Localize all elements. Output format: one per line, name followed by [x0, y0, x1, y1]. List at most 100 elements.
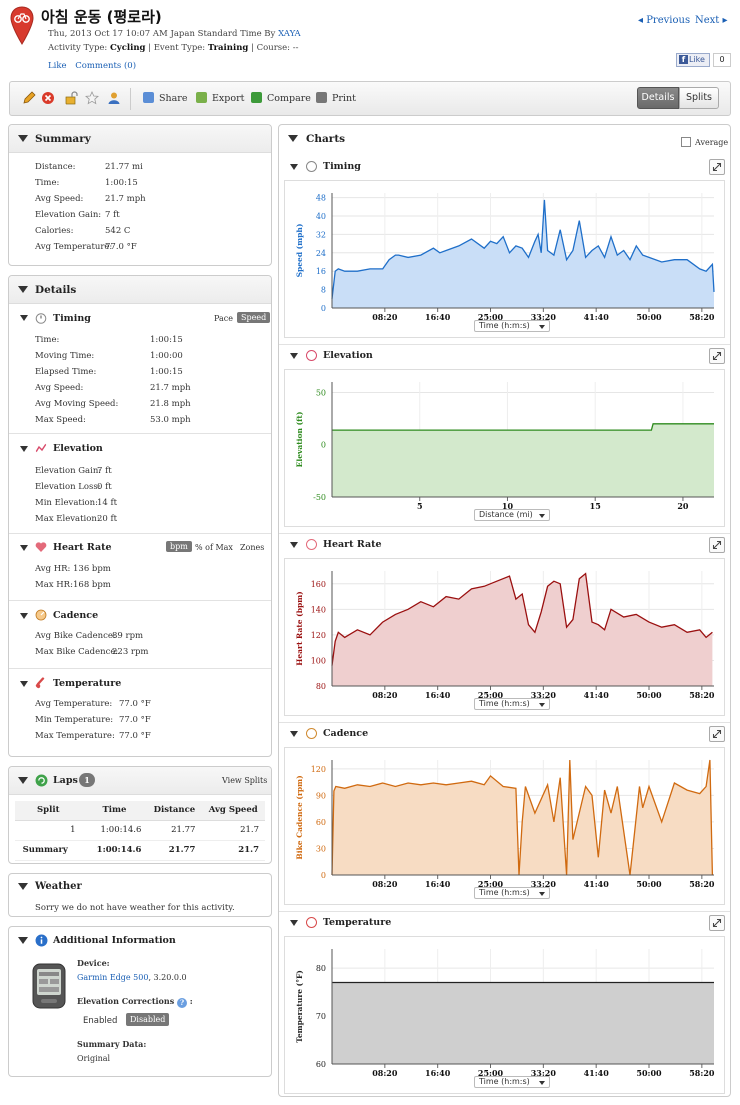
collapse-triangle-icon[interactable]	[20, 446, 28, 452]
speed-toggle[interactable]: Speed	[237, 312, 271, 323]
x-axis-select[interactable]: Time (h:m:s)	[474, 698, 550, 710]
pace-toggle[interactable]: Pace	[214, 314, 234, 323]
share-button[interactable]: Share	[143, 92, 187, 104]
enabled-option[interactable]: Enabled	[83, 1016, 118, 1026]
collapse-triangle-icon[interactable]	[290, 731, 298, 737]
x-axis-select[interactable]: Time (h:m:s)	[474, 320, 550, 332]
next-link[interactable]: Next ▸	[695, 15, 728, 26]
stat-label: Avg Temperature:	[35, 242, 113, 252]
collapse-triangle-icon[interactable]	[18, 286, 28, 293]
laps-header[interactable]: Laps 1 View Splits	[9, 767, 271, 795]
y-tick-label: 80	[316, 964, 326, 973]
compare-button[interactable]: Compare	[251, 92, 311, 104]
stat-label: Max Elevation:	[35, 514, 100, 524]
collapse-triangle-icon[interactable]	[18, 777, 28, 784]
x-tick-label: 50:00	[636, 312, 662, 322]
charts-header[interactable]: Charts Average	[279, 125, 730, 153]
collapse-triangle-icon[interactable]	[18, 883, 28, 890]
user-link[interactable]: XAYA	[278, 29, 301, 39]
series-line[interactable]	[331, 572, 713, 666]
expand-icon[interactable]	[709, 159, 725, 175]
collapse-triangle-icon[interactable]	[18, 135, 28, 142]
table-cell: Summary	[15, 840, 82, 861]
laps-column-header[interactable]: Avg Speed	[201, 801, 265, 821]
collapse-triangle-icon[interactable]	[290, 164, 298, 170]
x-tick-label: 58:20	[689, 1068, 715, 1078]
favorite-star-icon[interactable]	[85, 91, 99, 105]
x-axis-select[interactable]: Time (h:m:s)	[474, 887, 550, 899]
chart-area[interactable]: 0 30 60 90 120 08:20 16:40 25:00 33:20 41:40 50:00…	[284, 747, 725, 905]
summary-header[interactable]: Summary	[9, 125, 271, 153]
elevation-title: Elevation	[53, 443, 103, 454]
collapse-triangle-icon[interactable]	[20, 613, 28, 619]
help-icon[interactable]: ?	[177, 998, 188, 1008]
collapse-triangle-icon[interactable]	[288, 135, 298, 142]
privacy-lock-icon[interactable]	[65, 91, 79, 105]
activity-title[interactable]: 아침 운동 (평로라)	[41, 8, 162, 26]
collapse-triangle-icon[interactable]	[290, 920, 298, 926]
x-tick-label: 50:00	[636, 1068, 662, 1078]
series-line[interactable]	[332, 423, 714, 431]
edit-pencil-icon[interactable]	[22, 91, 36, 105]
chart-area[interactable]: 60 70 80 08:20 16:40 25:00 33:20 41:40 50:00 58:2…	[284, 936, 725, 1094]
expand-icon[interactable]	[709, 726, 725, 742]
user-badge-icon[interactable]	[107, 91, 121, 105]
stat-label: Min Elevation:	[35, 498, 99, 508]
x-tick-label: 33:20	[531, 312, 557, 322]
expand-icon[interactable]	[709, 348, 725, 364]
laps-column-header[interactable]: Distance	[147, 801, 202, 821]
stat-label: Elapsed Time:	[35, 367, 97, 377]
chart-section-title: Elevation	[323, 350, 373, 361]
comments-link[interactable]: Comments (0)	[75, 61, 137, 71]
elevation-icon	[35, 443, 47, 453]
expand-icon[interactable]	[709, 537, 725, 553]
collapse-triangle-icon[interactable]	[290, 542, 298, 548]
collapse-triangle-icon[interactable]	[20, 545, 28, 551]
chart-area[interactable]: 80 100 120 140 160 08:20 16:40 25:00 33:20 41:40 5…	[284, 558, 725, 716]
bpm-toggle[interactable]: bpm	[166, 541, 192, 552]
previous-link[interactable]: ◂ Previous	[638, 15, 690, 26]
stat-value: 1:00:00	[150, 351, 183, 361]
weather-header[interactable]: Weather	[9, 874, 271, 898]
splits-tab[interactable]: Splits	[679, 87, 719, 109]
average-checkbox[interactable]	[681, 137, 691, 147]
stat-value: 53.0 mph	[150, 415, 191, 425]
activity-type-value[interactable]: Cycling	[109, 43, 146, 53]
chart-area[interactable]: 0 8 16 24 32 40 48 08:20 16:40 25:00 33:20 41:40 50:…	[284, 180, 725, 338]
stopwatch-icon	[306, 161, 317, 172]
export-button[interactable]: Export	[196, 92, 244, 104]
percent-max-toggle[interactable]: % of Max	[195, 543, 233, 552]
series-line[interactable]	[331, 759, 714, 876]
collapse-triangle-icon[interactable]	[20, 315, 28, 321]
y-tick-label: 30	[316, 844, 326, 853]
delete-icon[interactable]	[41, 91, 55, 105]
stat-label: Moving Time:	[35, 351, 95, 361]
laps-column-header[interactable]: Split	[15, 801, 82, 821]
details-header[interactable]: Details	[9, 276, 271, 304]
print-button[interactable]: Print	[316, 92, 356, 104]
expand-icon[interactable]	[709, 915, 725, 931]
laps-column-header[interactable]: Time	[81, 801, 148, 821]
collapse-triangle-icon[interactable]	[18, 937, 28, 944]
like-link[interactable]: Like	[48, 61, 67, 71]
zones-toggle[interactable]: Zones	[240, 543, 265, 552]
series-area	[332, 199, 714, 308]
event-type-value[interactable]: Training	[207, 43, 249, 53]
stopwatch-icon	[35, 313, 47, 324]
y-tick-label: -50	[313, 493, 326, 502]
collapse-triangle-icon[interactable]	[20, 681, 28, 687]
facebook-like-button[interactable]: f Like	[676, 53, 710, 67]
series-line[interactable]	[331, 199, 715, 299]
x-tick-label: 08:20	[372, 312, 398, 322]
view-splits-link[interactable]: View Splits	[222, 776, 268, 785]
collapse-triangle-icon[interactable]	[290, 353, 298, 359]
x-axis-select[interactable]: Time (h:m:s)	[474, 1076, 550, 1088]
additional-info-header[interactable]: Additional Information	[9, 927, 271, 953]
disabled-option[interactable]: Disabled	[126, 1013, 170, 1026]
x-axis-select[interactable]: Distance (mi)	[474, 509, 550, 521]
x-axis-select-value: Time (h:m:s)	[479, 1077, 530, 1086]
chart-area[interactable]: 50 0 -50 5 10 15 20 Elevation (ft) Distance (mi)	[284, 369, 725, 527]
details-tab[interactable]: Details	[637, 87, 679, 109]
device-link[interactable]: Garmin Edge 500	[77, 973, 149, 982]
y-tick-label: 160	[311, 580, 326, 589]
